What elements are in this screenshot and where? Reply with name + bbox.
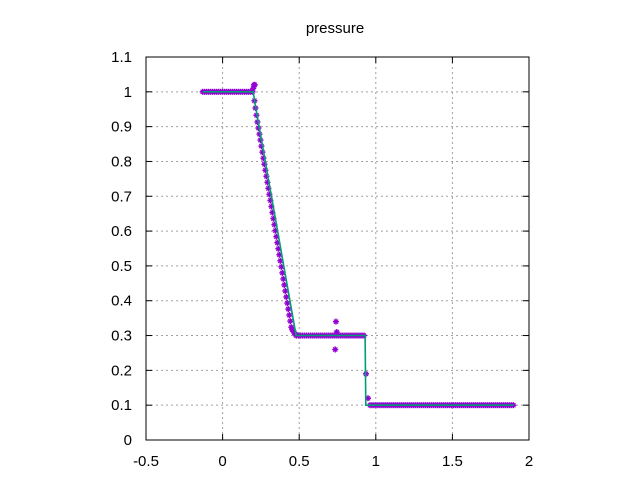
y-tick-label: 0.9 xyxy=(111,119,132,136)
data-point xyxy=(333,329,340,336)
data-point xyxy=(283,294,290,301)
y-tick-label: 1.1 xyxy=(111,49,132,66)
data-point xyxy=(332,346,339,353)
data-point xyxy=(332,318,339,325)
x-tick-label: 1 xyxy=(372,453,380,470)
grid-lines xyxy=(146,57,529,440)
y-tick-label: 1 xyxy=(124,84,132,101)
data-point xyxy=(281,281,288,288)
y-tick-label: 0.1 xyxy=(111,397,132,414)
y-tick-label: 0 xyxy=(124,432,132,449)
x-tick-label: -0.5 xyxy=(133,453,159,470)
data-point xyxy=(282,287,289,294)
series-line-group xyxy=(202,91,514,406)
x-tick-label: 2 xyxy=(525,453,533,470)
series-points xyxy=(199,81,517,409)
data-point xyxy=(279,269,286,276)
data-point xyxy=(286,312,293,319)
x-tick-label: 0.5 xyxy=(289,453,310,470)
chart-title: pressure xyxy=(306,20,364,37)
y-tick-labels: 0 0.1 0.2 0.3 0.4 0.5 0.6 0.7 0.8 0.9 1 1.1 xyxy=(111,49,132,449)
axis-ticks xyxy=(145,56,530,441)
y-tick-label: 0.3 xyxy=(111,328,132,345)
y-tick-label: 0.6 xyxy=(111,223,132,240)
y-tick-label: 0.8 xyxy=(111,153,132,170)
x-tick-label: 1.5 xyxy=(442,453,463,470)
series-line xyxy=(202,91,514,406)
y-tick-label: 0.7 xyxy=(111,188,132,205)
plot-frame xyxy=(145,56,530,441)
data-point xyxy=(285,306,292,313)
data-point xyxy=(284,300,291,307)
data-point xyxy=(251,81,258,88)
y-tick-label: 0.4 xyxy=(111,293,132,310)
y-tick-label: 0.5 xyxy=(111,258,132,275)
data-point xyxy=(287,318,294,325)
x-tick-labels: -0.5 0 0.5 1 1.5 2 xyxy=(133,453,533,470)
x-tick-label: 0 xyxy=(218,453,226,470)
y-tick-label: 0.2 xyxy=(111,362,132,379)
data-point xyxy=(277,257,284,264)
